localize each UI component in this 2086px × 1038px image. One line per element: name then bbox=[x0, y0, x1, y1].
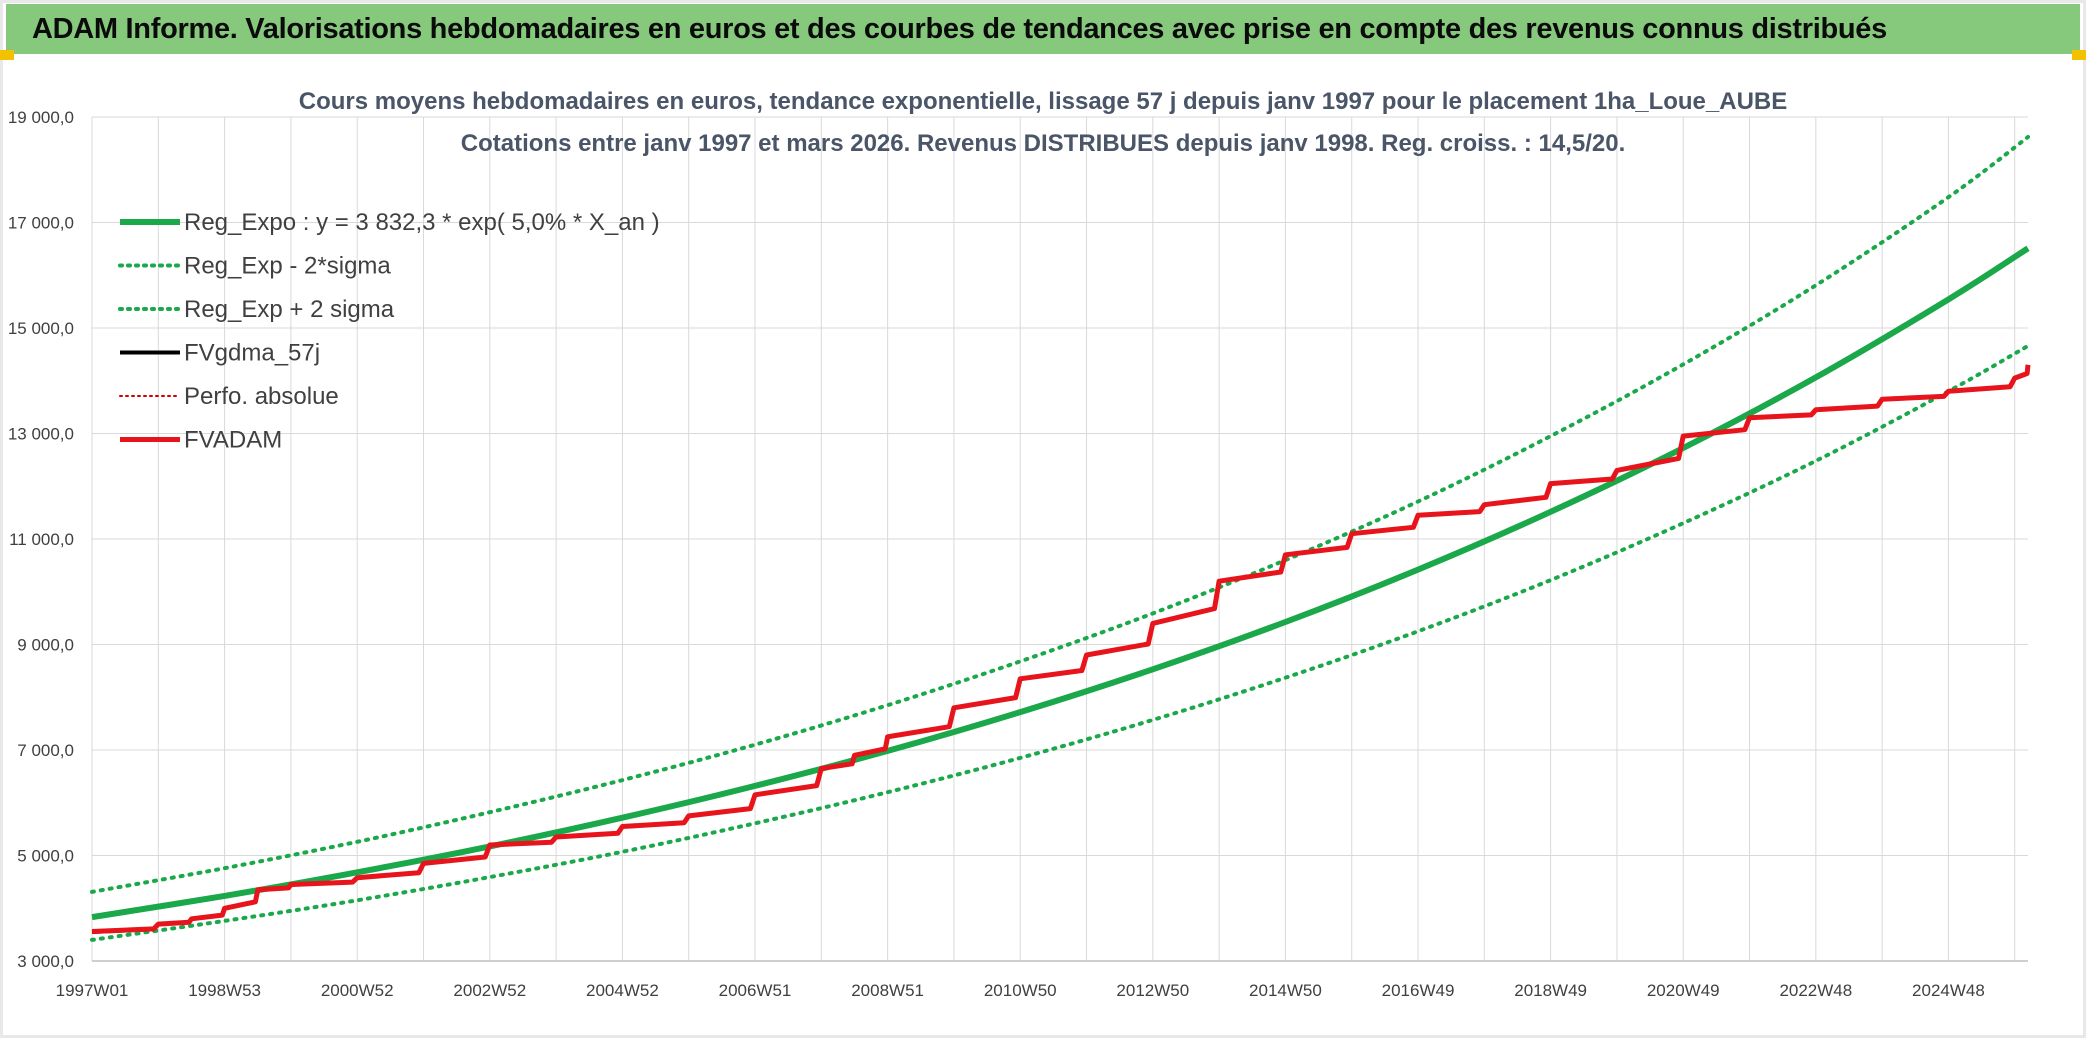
series-reg-exp-plus-2sigma bbox=[90, 135, 2030, 894]
x-tick-label: 2008W51 bbox=[851, 981, 924, 1000]
y-tick-label: 9 000,0 bbox=[17, 636, 74, 655]
x-tick-label: 1998W53 bbox=[188, 981, 261, 1000]
legend-fvadam-label: FVADAM bbox=[184, 427, 282, 454]
x-tick-label: 2016W49 bbox=[1382, 981, 1455, 1000]
x-tick-label: 2022W48 bbox=[1779, 981, 1852, 1000]
chart-title-line-2: Cotations entre janv 1997 et mars 2026. … bbox=[461, 130, 1626, 157]
series-fvadam bbox=[91, 364, 2031, 934]
corner-marker-left bbox=[0, 50, 14, 60]
y-tick-label: 17 000,0 bbox=[8, 214, 74, 233]
x-tick-label: 2024W48 bbox=[1912, 981, 1985, 1000]
report-title: ADAM Informe. Valorisations hebdomadaire… bbox=[32, 12, 1887, 45]
report-banner: ADAM Informe. Valorisations hebdomadaire… bbox=[6, 4, 2080, 54]
grid bbox=[91, 116, 2028, 962]
y-tick-label: 15 000,0 bbox=[8, 319, 74, 338]
x-tick-label: 2002W52 bbox=[453, 981, 526, 1000]
legend-reg-expo-label: Reg_Expo : y = 3 832,3 * exp( 5,0% * X_a… bbox=[184, 209, 660, 236]
y-tick-label: 19 000,0 bbox=[8, 108, 74, 127]
x-tick-label: 2014W50 bbox=[1249, 981, 1322, 1000]
series-group bbox=[90, 135, 2031, 942]
x-tick-label: 2018W49 bbox=[1514, 981, 1587, 1000]
corner-marker-right bbox=[2072, 50, 2086, 60]
y-tick-label: 3 000,0 bbox=[17, 952, 74, 971]
y-tick-label: 5 000,0 bbox=[17, 847, 74, 866]
x-tick-label: 2020W49 bbox=[1647, 981, 1720, 1000]
x-tick-label: 2004W52 bbox=[586, 981, 659, 1000]
series-reg-expo bbox=[91, 245, 2030, 921]
chart-title-line-1: Cours moyens hebdomadaires en euros, ten… bbox=[299, 88, 1788, 115]
y-tick-label: 13 000,0 bbox=[8, 425, 74, 444]
legend-perfo-label: Perfo. absolue bbox=[184, 383, 339, 410]
x-tick-label: 2012W50 bbox=[1116, 981, 1189, 1000]
axes: 3 000,0 5 000,0 7 000,0 9 000,0 11 000,0 13 0… bbox=[8, 108, 2028, 1000]
x-tick-label: 1997W01 bbox=[56, 981, 129, 1000]
y-tick-label: 7 000,0 bbox=[17, 741, 74, 760]
legend: Reg_Expo : y = 3 832,3 * exp( 5,0% * X_a… bbox=[118, 209, 660, 454]
legend-reg-exp-minus-label: Reg_Exp - 2*sigma bbox=[184, 253, 391, 280]
legend-reg-exp-plus-label: Reg_Exp + 2 sigma bbox=[184, 296, 395, 323]
x-tick-label: 2000W52 bbox=[321, 981, 394, 1000]
y-tick-label: 11 000,0 bbox=[9, 530, 74, 549]
legend-fvgdma-label: FVgdma_57j bbox=[184, 340, 320, 367]
series-reg-exp-minus-2sigma bbox=[90, 343, 2030, 942]
x-tick-label: 2010W50 bbox=[984, 981, 1057, 1000]
x-tick-label: 2006W51 bbox=[719, 981, 792, 1000]
